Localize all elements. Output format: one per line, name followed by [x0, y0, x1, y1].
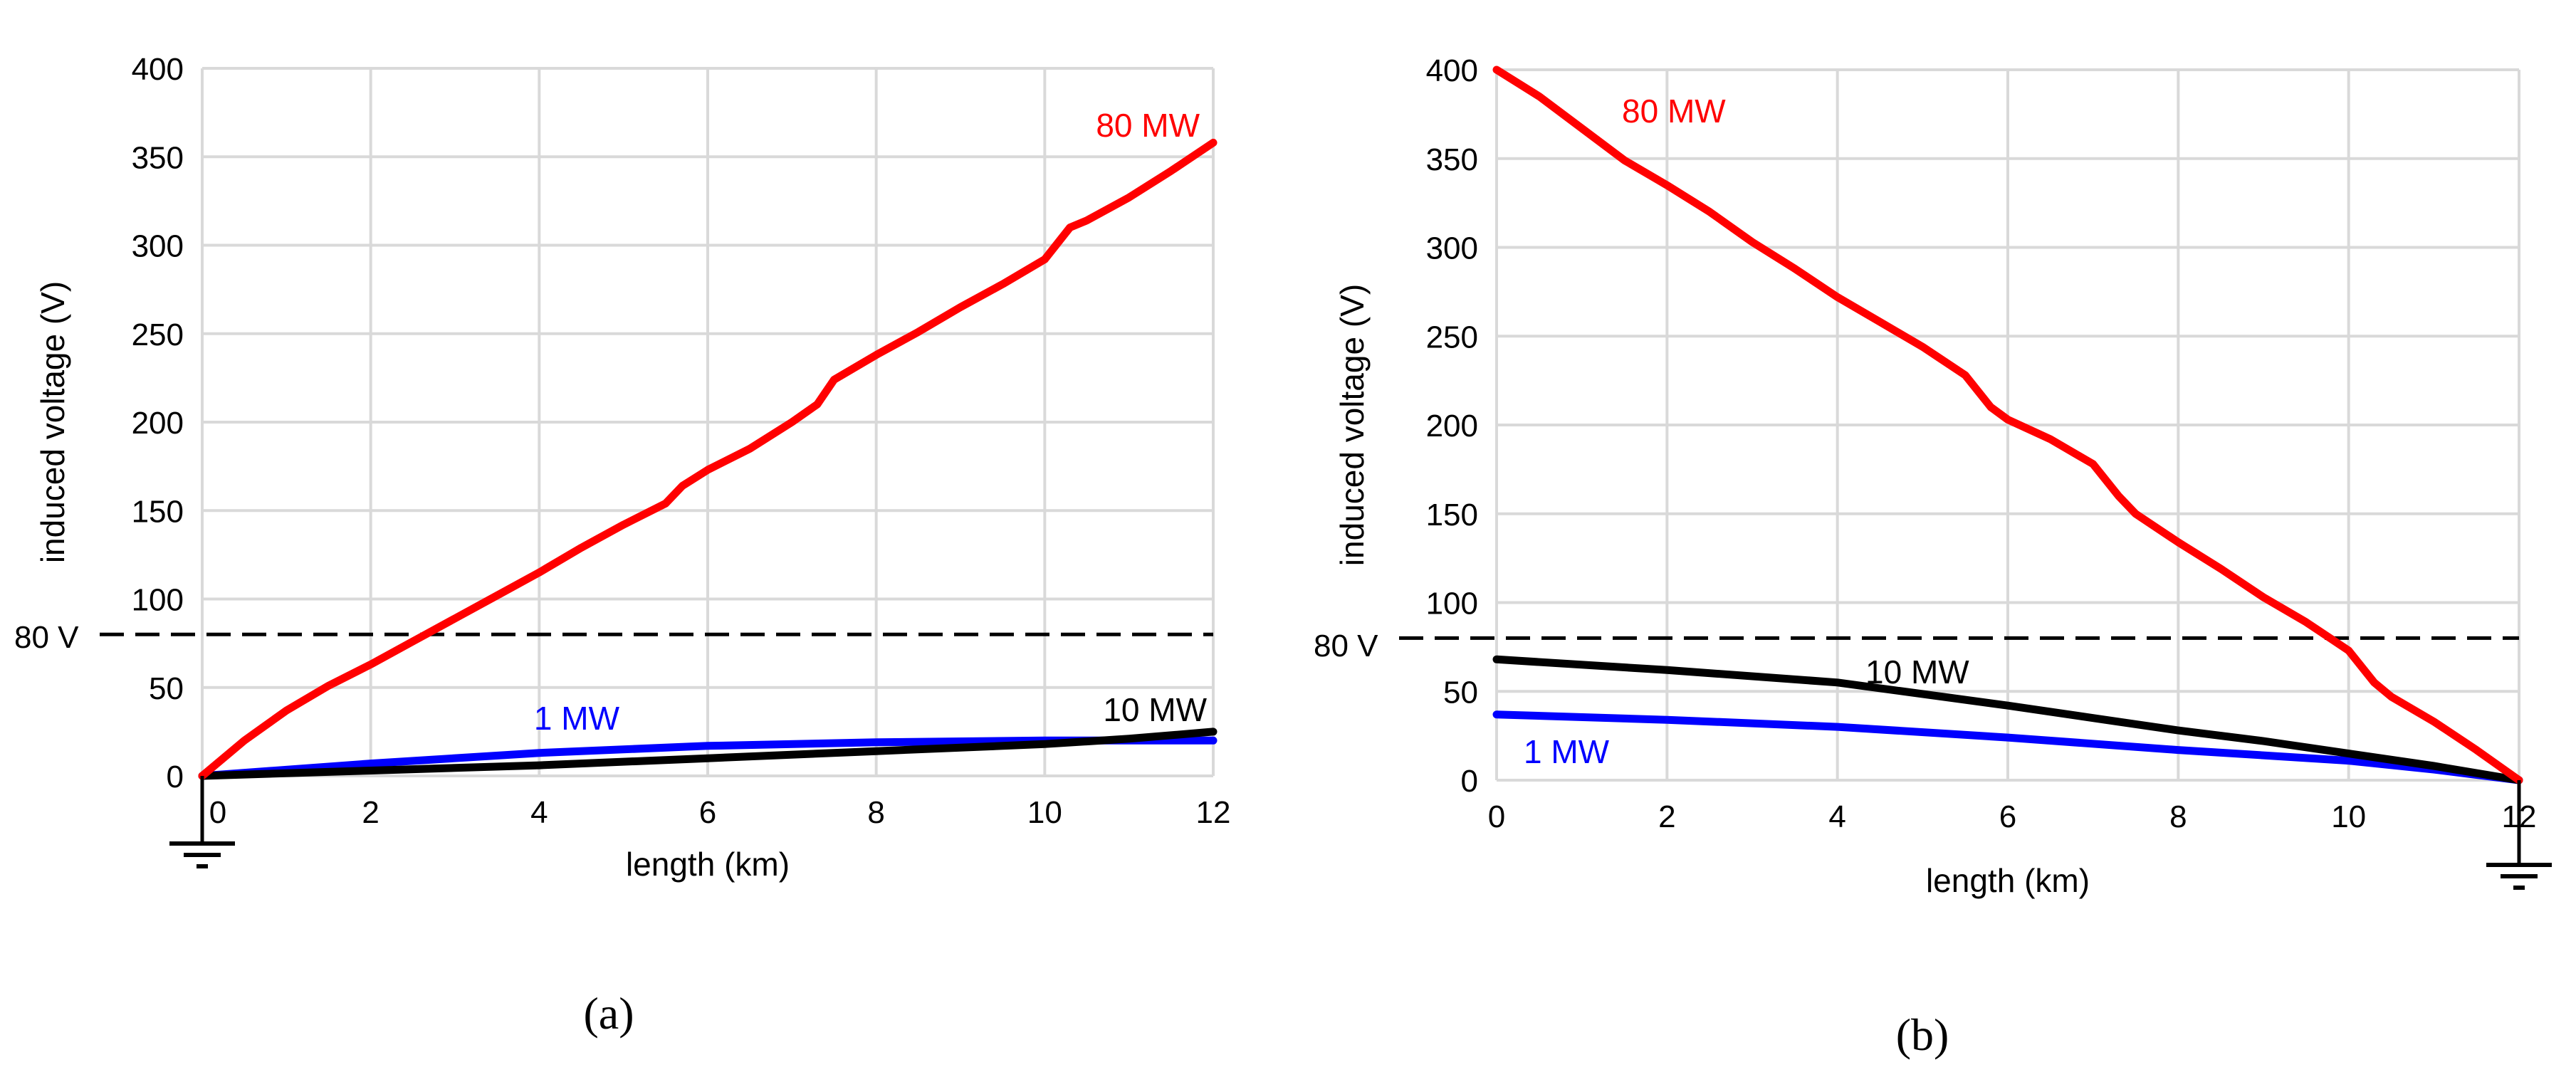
threshold-label: 80 V [14, 620, 79, 655]
y-tick-label: 50 [1443, 675, 1478, 710]
series-line-10-mw [1492, 655, 2523, 784]
series-label-80-mw: 80 MW [1096, 107, 1200, 144]
series-label-10-mw: 10 MW [1103, 691, 1207, 728]
ground-symbol-icon [169, 776, 235, 868]
threshold-label: 80 V [1314, 629, 1378, 663]
panel-label: (a) [583, 988, 634, 1039]
y-tick-label: 100 [132, 583, 184, 618]
x-tick-label: 8 [867, 795, 884, 830]
y-axis-title: induced voltage (V) [1334, 284, 1371, 566]
ground-symbol-icon [2486, 780, 2552, 890]
series-label-1-mw: 1 MW [1524, 733, 1610, 770]
y-tick-label: 250 [132, 317, 184, 352]
x-tick-label: 8 [2169, 799, 2187, 834]
y-tick-label: 200 [132, 406, 184, 441]
x-tick-label: 6 [699, 795, 716, 830]
x-tick-label: 0 [1488, 799, 1505, 834]
y-tick-label: 400 [1426, 53, 1478, 88]
y-tick-label: 0 [1461, 764, 1478, 799]
x-tick-label: 4 [1828, 799, 1845, 834]
x-tick-label: 10 [2331, 799, 2366, 834]
series-line-10-mw [198, 728, 1218, 780]
series-label-10-mw: 10 MW [1865, 653, 1969, 690]
y-tick-label: 350 [1426, 142, 1478, 177]
x-tick-label: 2 [1658, 799, 1675, 834]
y-tick-label: 350 [132, 140, 184, 175]
x-tick-label: 0 [209, 795, 226, 830]
y-tick-label: 200 [1426, 409, 1478, 443]
x-tick-label: 6 [1999, 799, 2016, 834]
y-tick-label: 50 [149, 671, 184, 706]
y-tick-label: 0 [167, 760, 184, 794]
y-tick-label: 300 [1426, 231, 1478, 266]
y-tick-label: 150 [1426, 498, 1478, 532]
series-line-1-mw [1492, 710, 2523, 784]
x-tick-label: 10 [1027, 795, 1062, 830]
x-tick-label: 2 [362, 795, 379, 830]
x-axis-title: length (km) [1926, 862, 2090, 899]
x-tick-label: 4 [530, 795, 548, 830]
y-tick-label: 100 [1426, 587, 1478, 621]
series-label-1-mw: 1 MW [534, 700, 620, 737]
y-tick-label: 400 [132, 52, 184, 87]
x-axis-title: length (km) [626, 846, 790, 883]
chart-panel-a: 0 50 100 150 200 250 300 350 400 0 2 4 6 8 10 12 length … [14, 52, 1230, 1039]
series-label-80-mw: 80 MW [1622, 93, 1726, 130]
series-line-80-mw [198, 138, 1218, 780]
series-line-80-mw [1492, 65, 2523, 784]
y-axis-title: induced voltage (V) [34, 281, 71, 563]
panel-label: (b) [1896, 1009, 1949, 1060]
y-tick-label: 150 [132, 494, 184, 529]
y-tick-label: 300 [132, 229, 184, 264]
y-tick-label: 250 [1426, 320, 1478, 354]
x-tick-label: 12 [1196, 795, 1231, 830]
